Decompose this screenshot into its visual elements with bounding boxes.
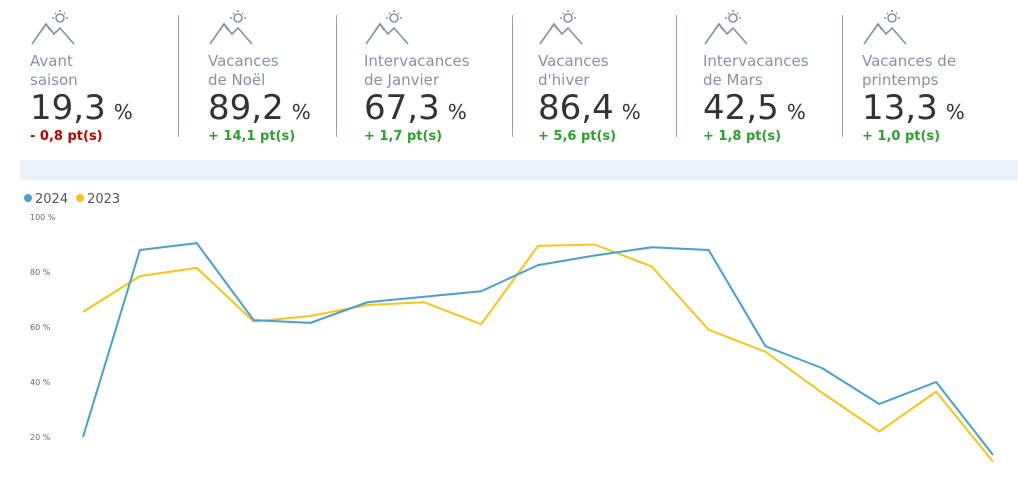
- kpi-delta: - 0,8 pt(s): [30, 129, 103, 144]
- kpi-label: Vacances d'hiver: [538, 52, 609, 90]
- kpi-label-line: d'hiver: [538, 71, 590, 89]
- kpi-icon: [30, 10, 76, 50]
- divider: [512, 15, 513, 137]
- kpi-value: 19,3: [30, 88, 106, 128]
- kpi-unit: %: [113, 100, 133, 124]
- kpi-icon: [703, 10, 749, 50]
- kpi-label-line: saison: [30, 71, 78, 89]
- kpi-unit: %: [621, 100, 641, 124]
- y-tick-label: 40 %: [30, 378, 51, 387]
- kpi-label: Vacances de printemps: [862, 52, 956, 90]
- kpi-unit: %: [786, 100, 806, 124]
- kpi-label-line: Avant: [30, 52, 73, 70]
- y-tick-label: 20 %: [30, 433, 51, 442]
- kpi-delta: + 1,8 pt(s): [703, 129, 782, 144]
- kpi-value-row: 89,2%: [208, 88, 311, 128]
- kpi-label: Intervacances de Mars: [703, 52, 809, 90]
- legend-marker: [24, 194, 32, 202]
- kpi-icon: [862, 10, 908, 50]
- kpi-card: Vacances d'hiver 86,4% + 5,6 pt(s): [538, 10, 698, 150]
- kpi-value-row: 13,3%: [862, 88, 965, 128]
- kpi-card: Vacances de Noël 89,2% + 14,1 pt(s): [208, 10, 368, 150]
- kpi-label: Avant saison: [30, 52, 78, 90]
- kpi-value: 13,3: [862, 88, 938, 128]
- kpi-label-line: de Noël: [208, 71, 266, 89]
- kpi-icon: [538, 10, 584, 50]
- kpi-card: Vacances de printemps 13,3% + 1,0 pt(s): [862, 10, 1018, 150]
- kpi-value: 86,4: [538, 88, 614, 128]
- kpi-value-row: 86,4%: [538, 88, 641, 128]
- kpi-label-line: Intervacances: [364, 52, 470, 70]
- kpi-delta: + 5,6 pt(s): [538, 129, 617, 144]
- kpi-label-line: Vacances: [208, 52, 279, 70]
- legend-label: 2024: [35, 192, 68, 207]
- kpi-value-row: 19,3%: [30, 88, 133, 128]
- y-tick-label: 100 %: [30, 213, 56, 222]
- divider: [842, 15, 843, 137]
- kpi-value-row: 67,3%: [364, 88, 467, 128]
- separator-strip: [20, 160, 1018, 180]
- kpi-label: Intervacances de Janvier: [364, 52, 470, 90]
- kpi-unit: %: [291, 100, 311, 124]
- kpi-label-line: Intervacances: [703, 52, 809, 70]
- y-tick-label: 60 %: [30, 323, 51, 332]
- chart: 2024 2023 20 % 40 % 60 % 80 % 100 %: [24, 192, 994, 463]
- kpi-unit: %: [447, 100, 467, 124]
- legend-label: 2023: [87, 192, 120, 207]
- kpi-delta: + 14,1 pt(s): [208, 129, 296, 144]
- kpi-delta: + 1,7 pt(s): [364, 129, 443, 144]
- series-line: [82, 243, 994, 463]
- kpi-value-row: 42,5%: [703, 88, 806, 128]
- kpi-card: Intervacances de Mars 42,5% + 1,8 pt(s): [703, 10, 863, 150]
- kpi-unit: %: [945, 100, 965, 124]
- kpi-card: Avant saison 19,3% - 0,8 pt(s): [30, 10, 190, 150]
- legend-marker: [76, 194, 85, 202]
- kpi-value: 67,3: [364, 88, 440, 128]
- kpi-icon: [208, 10, 254, 50]
- divider: [676, 15, 677, 137]
- y-tick-label: 80 %: [30, 268, 51, 277]
- kpi-delta: + 1,0 pt(s): [862, 129, 941, 144]
- kpi-label-line: Vacances: [538, 52, 609, 70]
- kpi-label-line: de Mars: [703, 71, 763, 89]
- series-line: [82, 242, 994, 456]
- kpi-value: 42,5: [703, 88, 779, 128]
- kpi-icon: [364, 10, 410, 50]
- kpi-label: Vacances de Noël: [208, 52, 279, 90]
- kpi-value: 89,2: [208, 88, 284, 128]
- kpi-label-line: Vacances de: [862, 52, 957, 70]
- divider: [336, 15, 337, 137]
- divider: [178, 15, 179, 137]
- kpi-card: Intervacances de Janvier 67,3% + 1,7 pt(s): [364, 10, 524, 150]
- kpi-label-line: printemps: [862, 71, 939, 89]
- kpi-label-line: de Janvier: [364, 71, 440, 89]
